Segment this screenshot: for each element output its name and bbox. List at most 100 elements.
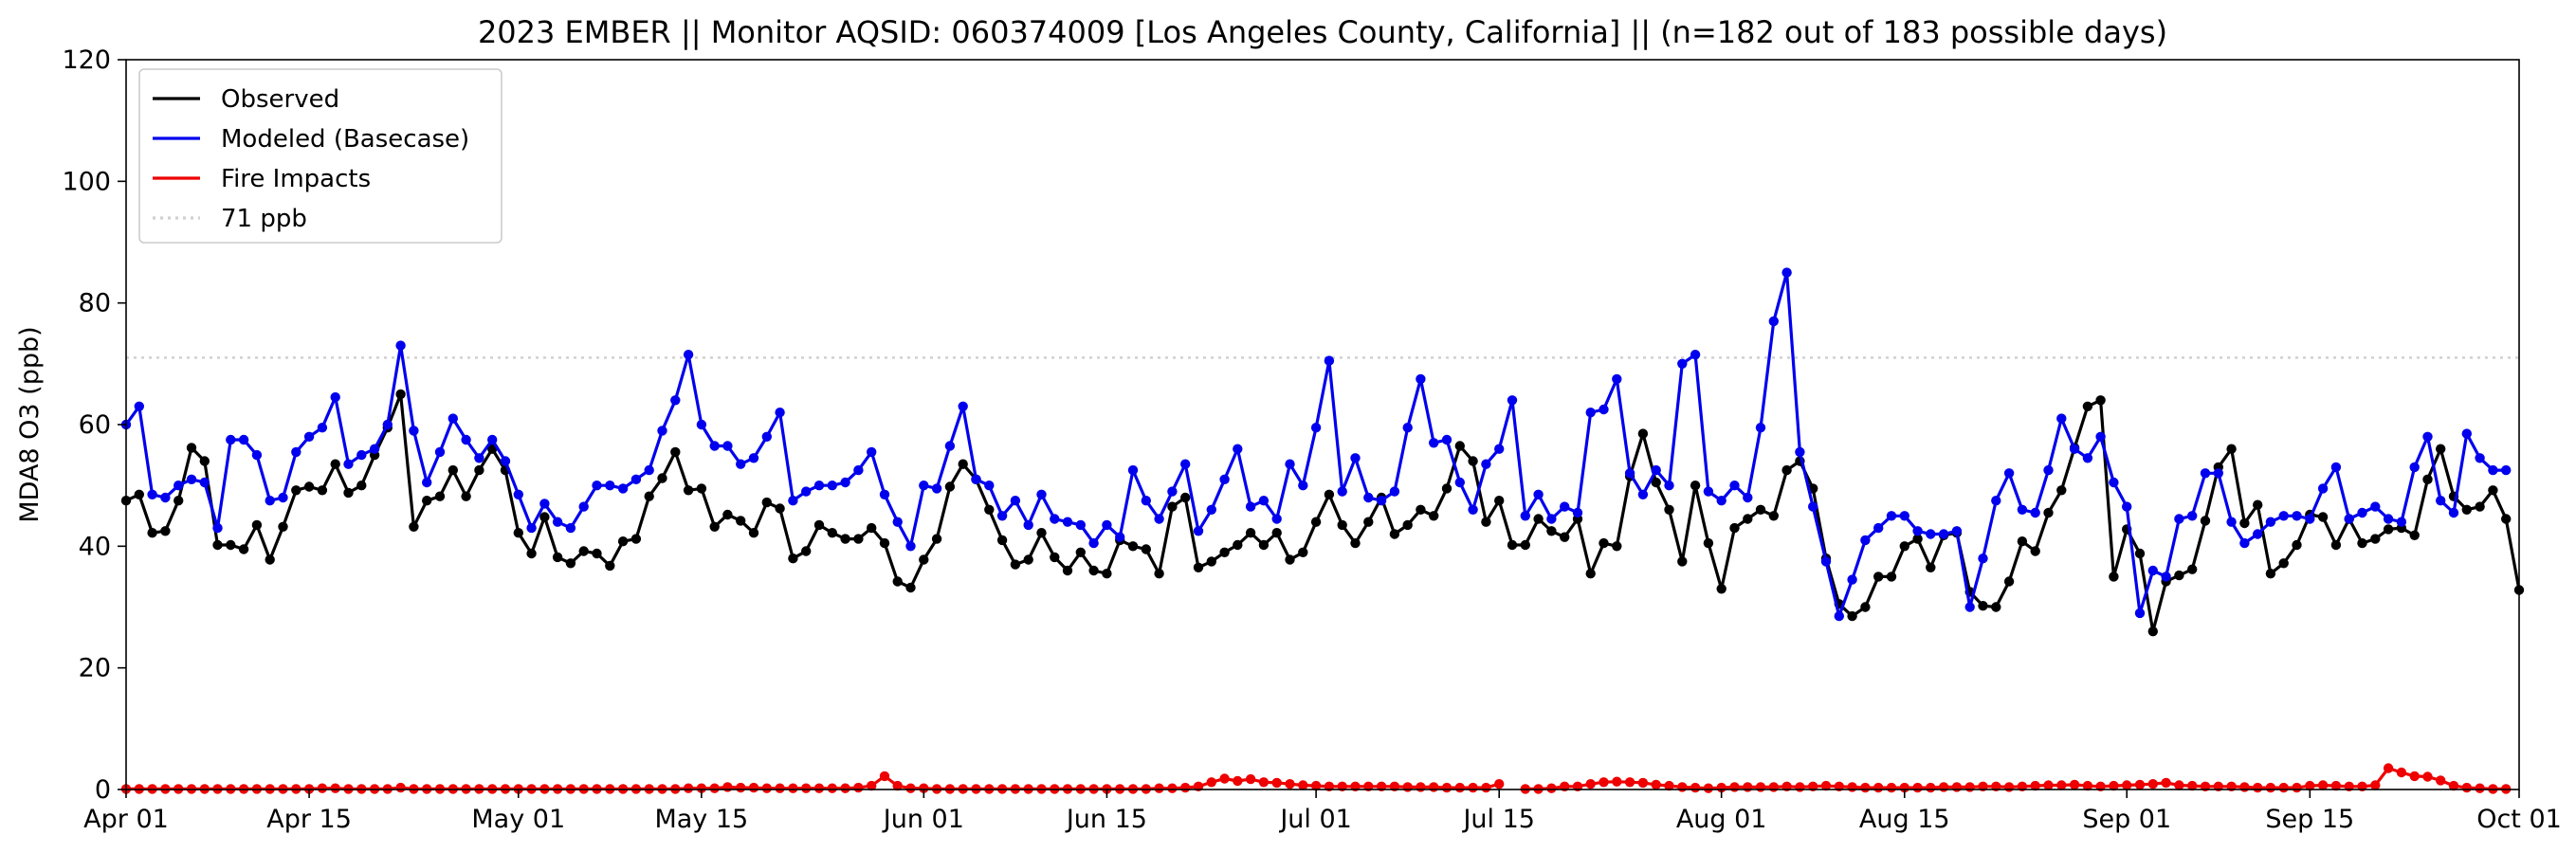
data-point [905,783,916,793]
data-point [2056,413,2067,424]
data-point [996,511,1008,521]
data-point [696,483,707,494]
data-point [2396,767,2407,778]
x-tick-label: Jul 15 [1461,805,1535,834]
data-point [1062,565,1073,576]
y-tick-label: 100 [62,167,111,196]
data-point [2330,462,2342,473]
data-point [1233,539,1243,551]
data-point [1075,547,1087,557]
data-point [1677,358,1688,369]
data-point [867,780,877,791]
data-point [1206,556,1217,567]
data-point [2174,570,2184,581]
data-point [2475,783,2485,793]
data-point [1389,529,1400,539]
x-tick-label: Jun 01 [882,805,964,834]
data-point [867,522,877,534]
data-point [1755,504,1766,515]
data-point [134,401,144,411]
data-point [2187,564,2198,574]
data-point [1795,782,1805,792]
data-point [931,534,942,544]
data-point [1310,780,1322,791]
data-point [539,512,550,522]
data-point [1468,782,1478,793]
data-point [1651,464,1661,476]
data-point [2147,626,2158,637]
data-point [1729,782,1740,792]
data-point [2095,431,2106,442]
data-point [1219,474,1230,484]
data-point [2461,782,2472,793]
data-point [565,522,576,534]
data-point [1991,496,2001,506]
data-point [748,782,759,793]
data-point [605,560,615,572]
data-point [1494,496,1505,506]
data-point [2147,565,2158,576]
data-point [2056,780,2067,790]
data-point [2383,763,2394,773]
data-point [1847,610,1857,622]
data-point [395,782,406,793]
data-point [1141,496,1152,506]
data-point [1167,486,1178,497]
data-point [1743,492,1753,503]
data-point [1298,481,1308,491]
data-point [944,441,956,451]
data-point [2239,537,2250,549]
data-point [1716,496,1726,506]
data-point [1036,489,1047,499]
legend-label: 71 ppb [221,205,307,233]
data-point [867,446,877,458]
data-point [1310,517,1322,527]
data-point [2253,782,2263,793]
data-point [1755,782,1766,792]
data-point [657,426,667,436]
data-point [709,783,720,793]
data-point [434,491,446,501]
data-point [1481,517,1491,527]
data-point [212,522,223,534]
data-point [1964,782,1975,792]
data-point [2422,474,2433,484]
data-point [2134,608,2146,619]
data-point [1664,504,1674,515]
data-point [1180,459,1191,469]
data-point [434,446,446,458]
data-point [644,464,654,476]
data-point [395,389,406,400]
data-point [147,528,157,538]
data-point [1507,395,1518,406]
data-point [1743,782,1753,792]
data-point [1991,602,2001,612]
data-point [1690,481,1701,491]
data-point [1768,511,1780,521]
data-point [2317,483,2329,494]
data-point [2501,464,2512,476]
series-observed [120,389,2525,637]
data-point [1010,496,1021,506]
data-point [1206,504,1217,515]
data-point [1820,556,1832,567]
data-point [722,441,733,451]
data-point [2109,780,2119,791]
data-point [1193,562,1204,572]
data-point [565,558,576,569]
data-point [788,554,798,564]
data-point [448,464,458,476]
data-point [1729,522,1740,534]
x-tick-label: Apr 01 [83,805,169,834]
data-point [356,481,367,491]
series-layer [120,267,2525,794]
data-point [1154,569,1164,579]
data-point [1572,507,1583,518]
data-point [2134,548,2146,559]
data-point [1651,779,1661,790]
data-point [905,541,916,552]
data-point [984,504,995,515]
data-point [617,483,629,494]
data-point [1324,355,1335,366]
data-point [2213,468,2223,479]
